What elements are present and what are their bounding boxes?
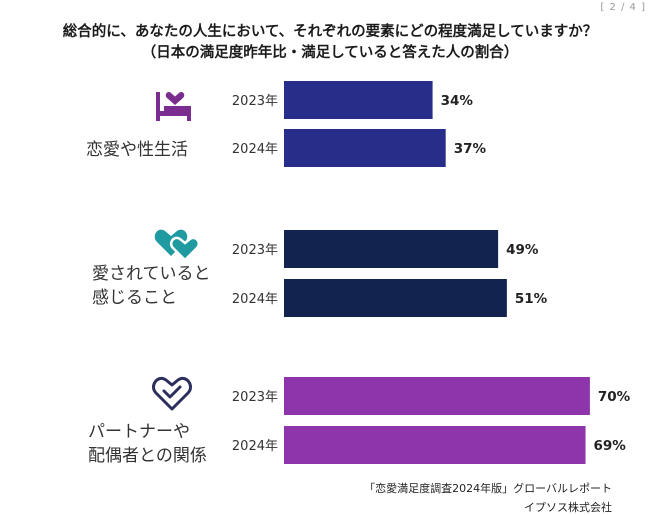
category-label-line: パートナーや — [88, 422, 190, 442]
series-label: 2024年 — [232, 142, 278, 157]
category-label-romance: 恋愛や性生活 — [86, 138, 188, 162]
bar-1-2024年 — [284, 129, 446, 167]
bar-2-2023年 — [284, 230, 499, 268]
source-title: 「恋愛満足度調査2024年版」グローバルレポート — [364, 482, 612, 495]
source-note: 「恋愛満足度調査2024年版」グローバルレポート イプソス株式会社 — [364, 480, 612, 515]
bar-2-2024年 — [284, 279, 507, 317]
category-label-line: 恋愛や性生活 — [86, 140, 188, 160]
bar-1-2023年 — [284, 81, 433, 119]
data-label: 69% — [594, 438, 627, 454]
page-indicator: [ 2 / 4 ] — [600, 2, 646, 13]
chart-subtitle: （日本の満足度昨年比・満足していると答えた人の割合） — [141, 45, 519, 61]
bar-3-2024年 — [284, 426, 586, 464]
category-label-line: 愛されていると — [92, 264, 211, 284]
category-label-line: 感じること — [92, 288, 177, 308]
data-label: 34% — [441, 93, 474, 109]
heart-check-icon — [152, 377, 192, 411]
chart-title: 総合的に、あなたの人生において、それぞれの要素にどの程度満足していますか？ — [62, 24, 598, 40]
series-label: 2024年 — [232, 439, 278, 454]
series-label: 2023年 — [232, 243, 278, 258]
category-label-loved: 愛されていると 感じること — [92, 262, 211, 310]
data-label: 70% — [598, 389, 631, 405]
data-label: 49% — [506, 242, 539, 258]
series-label: 2024年 — [232, 292, 278, 307]
category-label-line: 配偶者との関係 — [88, 446, 207, 466]
data-label: 37% — [454, 141, 487, 157]
data-label: 51% — [515, 291, 548, 307]
two-hearts-icon — [154, 229, 201, 262]
series-label: 2023年 — [232, 390, 278, 405]
series-label: 2023年 — [232, 94, 278, 109]
source-publisher: イプソス株式会社 — [524, 501, 612, 514]
category-label-partner: パートナーや 配偶者との関係 — [88, 420, 207, 468]
bar-3-2023年 — [284, 377, 590, 415]
bed-heart-icon — [156, 92, 191, 121]
